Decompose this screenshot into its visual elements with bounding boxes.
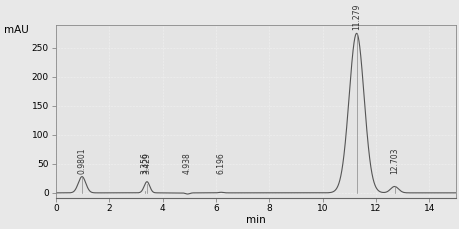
Text: 0.9801: 0.9801	[78, 147, 86, 174]
Text: 11.279: 11.279	[351, 4, 360, 30]
Text: 4.938: 4.938	[183, 152, 192, 174]
X-axis label: min: min	[246, 215, 265, 225]
Y-axis label: mAU: mAU	[4, 25, 29, 35]
Text: 12.703: 12.703	[389, 147, 398, 174]
Text: 3.429: 3.429	[142, 152, 151, 174]
Text: 6.196: 6.196	[216, 152, 225, 174]
Text: 3.356: 3.356	[140, 152, 150, 174]
